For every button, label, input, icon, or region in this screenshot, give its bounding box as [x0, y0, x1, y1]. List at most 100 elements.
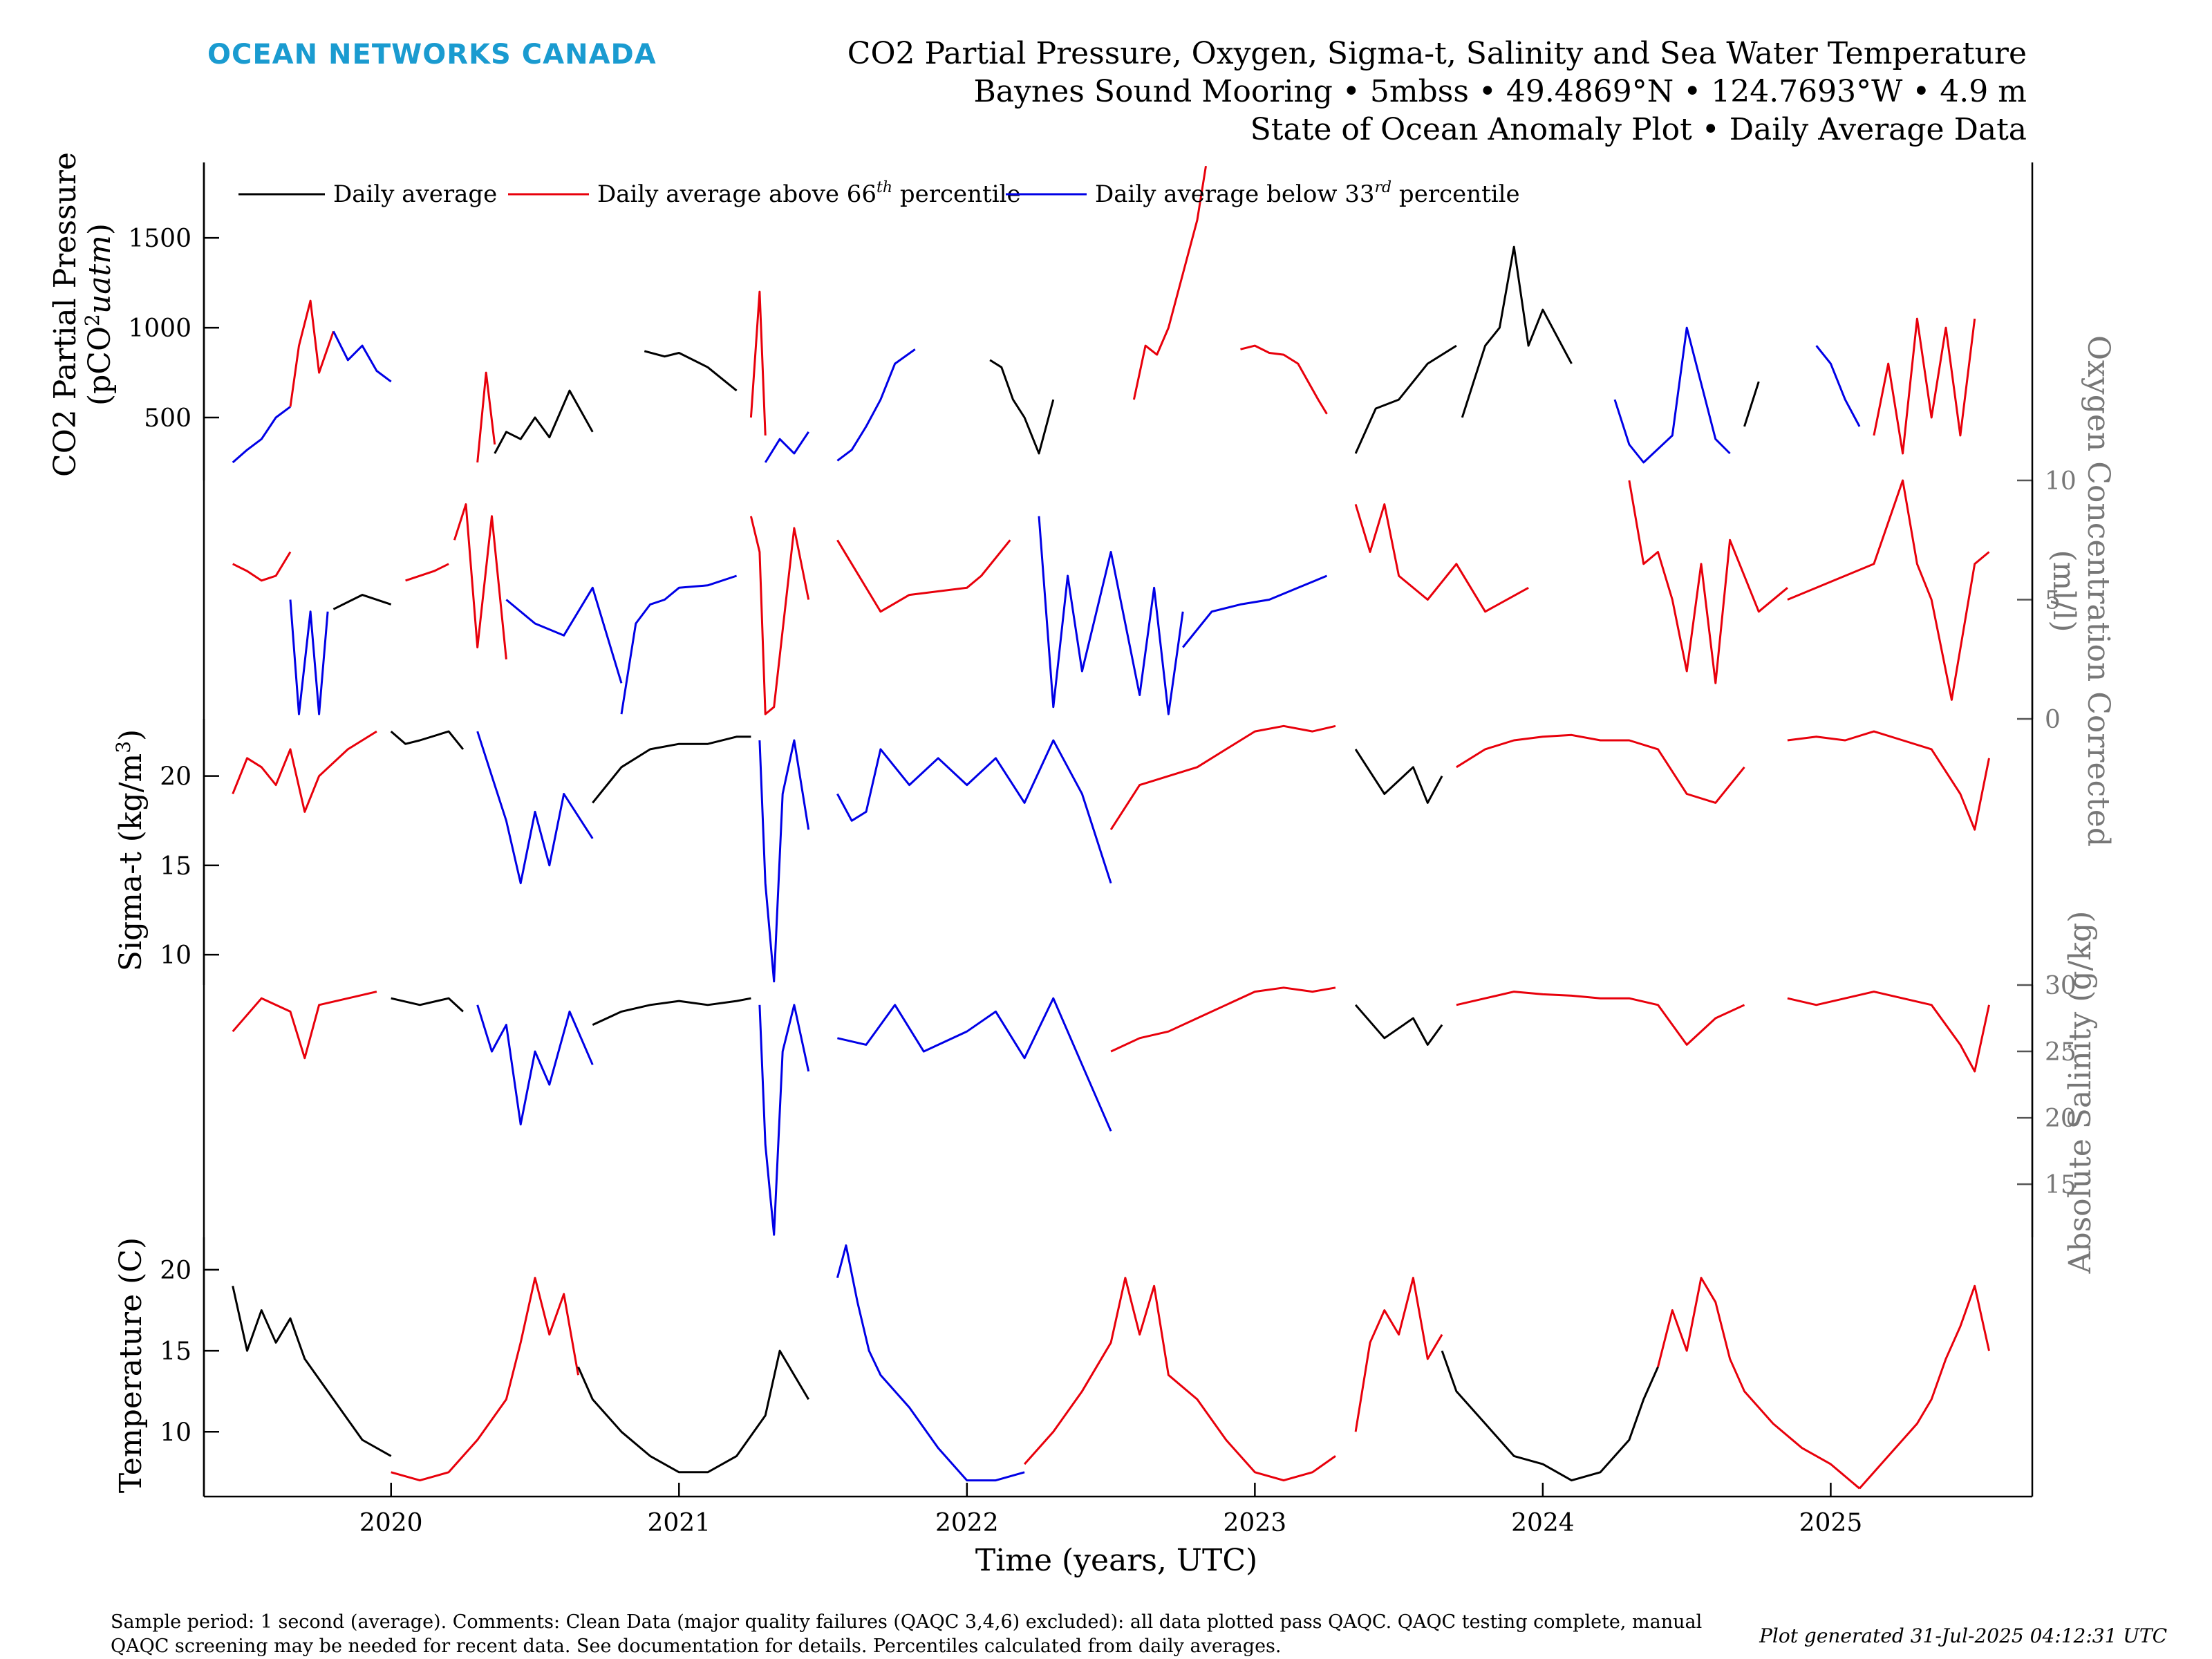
series-line-sigma_t-3: [592, 735, 751, 804]
series-line-co2-12: [1354, 344, 1457, 454]
x-axis-label: Time (years, UTC): [975, 1543, 1257, 1578]
series-line-oxygen-9: [1038, 516, 1184, 715]
y-axis-label-line-oxygen-1: (ml/l): [2046, 550, 2081, 632]
plot-generated-timestamp: Plot generated 31-Jul-2025 04:12:31 UTC: [1759, 1624, 2167, 1647]
series-line-co2-10: [1132, 165, 1207, 400]
series-line-co2-13: [1461, 245, 1573, 418]
series-line-salinity-3: [592, 997, 751, 1026]
series-line-co2-16: [1815, 345, 1861, 427]
y-axis-label-oxygen: Oxygen Concentration Corrected(ml/l): [2046, 335, 2116, 847]
series-line-co2-11: [1240, 344, 1328, 415]
series-line-oxygen-10: [1182, 574, 1328, 648]
series-line-co2-8: [836, 348, 916, 462]
series-line-oxygen-8: [836, 539, 1011, 613]
y-axis-label-temperature: Temperature (C): [113, 1237, 149, 1493]
series-line-co2-0: [232, 406, 291, 464]
org-logo-text: OCEAN NETWORKS CANADA: [207, 39, 657, 71]
panel-oxygen: 0 5 10: [232, 467, 2077, 734]
series-line-sigma_t-8: [1456, 733, 1745, 804]
legend-label-above: Daily average above 66th percentile: [597, 179, 1021, 208]
panel-co2: 500 1000 1500: [128, 162, 1976, 480]
panel-sigma_t: 10 15 20: [160, 719, 1990, 985]
y-tick-label-co2-2: 1500: [128, 225, 191, 253]
series-line-salinity-5: [837, 997, 1112, 1132]
series-line-sigma_t-6: [1109, 724, 1336, 831]
series-line-temperature-3: [836, 1244, 1025, 1482]
footer-note-line-2: QAQC screening may be needed for recent …: [111, 1635, 1282, 1657]
series-line-co2-5: [644, 350, 738, 392]
y-tick-label-salinity-3: 30: [2045, 972, 2077, 1000]
series-line-salinity-4: [758, 1004, 810, 1236]
y-axis-label-line-co2-0: CO2 Partial Pressure: [48, 152, 83, 477]
x-tick-label-2: 2022: [935, 1509, 999, 1537]
y-tick-label-co2-1: 1000: [128, 315, 191, 343]
series-line-temperature-8: [1858, 1284, 1990, 1490]
series-line-sigma_t-2: [476, 731, 594, 885]
series-line-sigma_t-7: [1354, 749, 1443, 804]
y-tick-label-temperature-1: 15: [160, 1338, 191, 1366]
series-line-salinity-1: [391, 997, 464, 1013]
series-line-salinity-6: [1110, 986, 1336, 1053]
y-tick-label-salinity-0: 15: [2045, 1171, 2077, 1199]
series-line-co2-3: [476, 371, 496, 463]
series-line-temperature-1: [391, 1277, 579, 1482]
series-line-co2-14: [1613, 326, 1731, 464]
y-tick-label-co2-0: 500: [144, 404, 191, 433]
series-line-co2-15: [1743, 381, 1760, 427]
y-tick-label-sigma_t-1: 15: [160, 852, 191, 881]
y-tick-label-salinity-1: 20: [2045, 1105, 2077, 1133]
legend-label-below: Daily average below 33rd percentile: [1095, 179, 1520, 208]
y-tick-label-oxygen-0: 0: [2045, 706, 2061, 734]
y-tick-label-sigma_t-0: 10: [160, 941, 191, 970]
legend-label-normal: Daily average: [333, 180, 497, 208]
series-line-temperature-2: [577, 1349, 809, 1474]
y-axis-label-sigma_t: Sigma-t (kg/m3): [112, 729, 149, 971]
y-tick-label-salinity-2: 25: [2045, 1038, 2077, 1067]
y-tick-label-oxygen-1: 5: [2045, 587, 2061, 615]
series-line-oxygen-7: [749, 516, 810, 715]
y-axis-label-line-co2-1: (pCO2uatm): [81, 223, 118, 406]
series-line-oxygen-6: [620, 574, 738, 715]
series-line-salinity-0: [232, 991, 377, 1060]
x-tick-label-5: 2025: [1799, 1509, 1863, 1537]
series-line-oxygen-2: [332, 594, 392, 610]
series-line-sigma_t-4: [758, 739, 810, 983]
series-line-salinity-8: [1456, 991, 1745, 1046]
series-line-co2-1: [289, 299, 335, 407]
y-axis-label-line-temperature-0: Temperature (C): [113, 1237, 149, 1493]
x-tick-label-3: 2023: [1224, 1509, 1287, 1537]
series-line-temperature-4: [1023, 1277, 1336, 1482]
x-tick-label-0: 2020: [359, 1509, 423, 1537]
series-line-oxygen-12: [1628, 480, 1788, 684]
y-axis-label-line-oxygen-0: Oxygen Concentration Corrected: [2081, 335, 2116, 847]
x-tick-label-4: 2024: [1511, 1509, 1575, 1537]
series-line-salinity-2: [476, 1004, 594, 1126]
series-line-sigma_t-5: [836, 739, 1112, 884]
series-line-salinity-9: [1787, 991, 1990, 1073]
series-line-temperature-0: [232, 1285, 392, 1457]
series-line-temperature-5: [1354, 1277, 1443, 1432]
y-tick-label-oxygen-2: 10: [2045, 467, 2077, 496]
series-line-co2-17: [1873, 317, 1976, 455]
series-line-co2-9: [989, 359, 1055, 455]
series-line-oxygen-1: [289, 599, 329, 715]
panel-salinity: 15 20 25 30: [232, 972, 2077, 1237]
series-line-temperature-6: [1441, 1350, 1659, 1482]
y-axis-label-line-sigma_t-0: Sigma-t (kg/m3): [112, 729, 149, 971]
series-line-oxygen-5: [505, 586, 623, 684]
series-line-co2-6: [749, 290, 767, 436]
chart-title-line-2: Baynes Sound Mooring • 5mbss • 49.4869°N…: [973, 74, 2027, 109]
series-line-oxygen-13: [1787, 479, 1990, 701]
y-axis-label-line-salinity-0: Absolute Salinity (g/kg): [2063, 911, 2098, 1275]
legend: Daily average Daily average above 66th p…: [238, 179, 1520, 208]
chart-title-line-3: State of Ocean Anomaly Plot • Daily Aver…: [1250, 112, 2027, 147]
x-tick-label-1: 2021: [647, 1509, 711, 1537]
series-line-oxygen-4: [453, 503, 507, 659]
footer-note-line-1: Sample period: 1 second (average). Comme…: [111, 1611, 1702, 1633]
series-line-temperature-7: [1657, 1277, 1861, 1490]
series-line-sigma_t-1: [390, 730, 465, 750]
series-line-salinity-7: [1354, 1004, 1443, 1046]
panel-temperature: 10 15 20: [160, 1237, 1990, 1497]
